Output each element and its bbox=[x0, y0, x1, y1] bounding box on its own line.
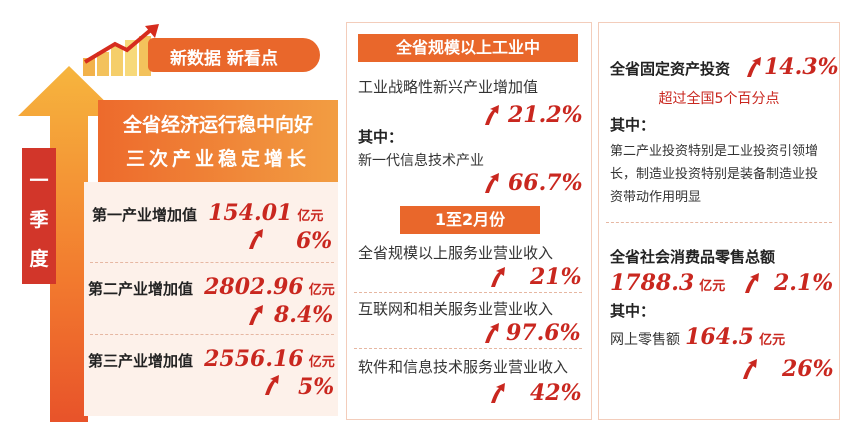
online-retail-row: 网上零售额 164.5 亿元 bbox=[610, 324, 785, 350]
secondary-industry-growth: 8.4% bbox=[274, 302, 334, 328]
online-retail-unit: 亿元 bbox=[759, 333, 786, 348]
left-title-box: 全省经济运行稳中向好 三次产业稳定增长 bbox=[98, 100, 338, 182]
software-services-growth: 42% bbox=[530, 380, 582, 406]
primary-industry-unit: 亿元 bbox=[297, 209, 324, 224]
season-char: 一 bbox=[29, 170, 49, 192]
left-panel bbox=[84, 182, 338, 416]
primary-industry-row: 第一产业增加值 154.01 亿元 bbox=[92, 200, 323, 226]
tertiary-industry-row: 第三产业增加值 2556.16 亿元 bbox=[88, 346, 335, 372]
up-arrow-icon bbox=[485, 173, 499, 193]
header-badge-text: 新数据 新看点 bbox=[170, 49, 278, 69]
software-services-label: 软件和信息技术服务业营业收入 bbox=[358, 358, 569, 376]
retail-growth: 2.1% bbox=[774, 270, 834, 296]
season-bar: 一 季 度 bbox=[22, 148, 56, 284]
up-arrow-icon bbox=[491, 267, 505, 287]
season-char: 季 bbox=[29, 209, 49, 231]
middle-header-1: 全省规模以上工业中 bbox=[358, 34, 578, 62]
services-revenue-growth: 21% bbox=[530, 264, 582, 290]
up-arrow-icon bbox=[745, 273, 759, 293]
fai-description: 第二产业投资特别是工业投资引领增长，制造业投资特别是装备制造业投资带动作用明显 bbox=[610, 144, 819, 205]
tertiary-industry-value: 2556.16 bbox=[204, 346, 304, 372]
up-arrow-icon bbox=[485, 323, 499, 343]
divider bbox=[90, 262, 334, 263]
secondary-industry-row: 第二产业增加值 2802.96 亿元 bbox=[88, 274, 335, 300]
retail-subheading: 其中： bbox=[610, 302, 656, 320]
secondary-industry-value: 2802.96 bbox=[204, 274, 304, 300]
primary-industry-value: 154.01 bbox=[208, 200, 293, 226]
growth-bars-icon bbox=[83, 24, 159, 76]
up-arrow-icon bbox=[491, 383, 505, 403]
strategic-industry-label: 工业战略性新兴产业增加值 bbox=[358, 78, 539, 96]
fai-subheading: 其中： bbox=[610, 116, 656, 134]
fai-growth: 14.3% bbox=[764, 54, 839, 80]
secondary-industry-label: 第二产业增加值 bbox=[88, 280, 194, 298]
subheading-of-which: 其中： bbox=[358, 128, 404, 146]
strategic-industry-growth: 21.2% bbox=[508, 102, 583, 128]
season-char: 度 bbox=[29, 248, 49, 270]
divider bbox=[606, 222, 832, 223]
fai-row: 全省固定资产投资 bbox=[610, 58, 730, 79]
services-revenue-label: 全省规模以上服务业营业收入 bbox=[358, 244, 554, 262]
retail-unit: 亿元 bbox=[699, 279, 726, 294]
internet-services-growth: 97.6% bbox=[506, 320, 581, 346]
fai-note: 超过全国5个百分点 bbox=[658, 91, 780, 107]
up-arrow-icon bbox=[743, 359, 757, 379]
new-it-industry-label: 新一代信息技术产业 bbox=[358, 153, 484, 169]
up-arrow-icon bbox=[747, 57, 761, 77]
tertiary-industry-growth: 5% bbox=[298, 374, 335, 400]
new-it-industry-growth: 66.7% bbox=[508, 170, 583, 196]
middle-header-2: 1至2月份 bbox=[400, 206, 540, 234]
retail-label: 全省社会消费品零售总额 bbox=[610, 248, 776, 266]
divider bbox=[354, 292, 582, 293]
retail-value-row: 1788.3 亿元 bbox=[610, 270, 725, 296]
right-panel bbox=[598, 22, 840, 420]
primary-industry-growth: 6% bbox=[296, 228, 333, 254]
retail-value: 1788.3 bbox=[610, 270, 695, 296]
up-arrow-icon bbox=[249, 229, 263, 249]
fai-label: 全省固定资产投资 bbox=[610, 60, 731, 78]
left-title-line2: 三次产业稳定增长 bbox=[125, 148, 310, 170]
primary-industry-label: 第一产业增加值 bbox=[92, 206, 198, 224]
online-retail-label: 网上零售额 bbox=[610, 332, 680, 348]
tertiary-industry-unit: 亿元 bbox=[308, 355, 335, 370]
internet-services-label: 互联网和相关服务业营业收入 bbox=[358, 300, 554, 318]
up-arrow-icon bbox=[265, 375, 279, 395]
online-retail-growth: 26% bbox=[782, 356, 834, 382]
up-arrow-icon bbox=[485, 105, 499, 125]
divider bbox=[354, 348, 582, 349]
up-arrow-icon bbox=[249, 305, 263, 325]
big-up-arrow-icon bbox=[18, 66, 120, 422]
online-retail-value: 164.5 bbox=[685, 324, 754, 350]
header-badge: 新数据 新看点 bbox=[148, 38, 320, 72]
divider bbox=[90, 334, 334, 335]
secondary-industry-unit: 亿元 bbox=[308, 283, 335, 298]
tertiary-industry-label: 第三产业增加值 bbox=[88, 352, 194, 370]
left-title-line1: 全省经济运行稳中向好 bbox=[122, 114, 313, 136]
